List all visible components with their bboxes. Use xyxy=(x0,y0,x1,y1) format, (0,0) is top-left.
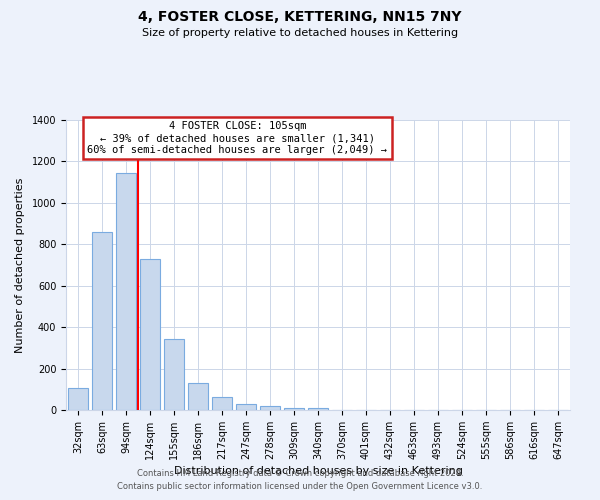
Bar xyxy=(188,383,208,410)
Bar xyxy=(164,338,184,410)
X-axis label: Distribution of detached houses by size in Kettering: Distribution of detached houses by size … xyxy=(173,466,463,476)
Y-axis label: Number of detached properties: Number of detached properties xyxy=(15,178,25,352)
Bar xyxy=(116,173,136,410)
Bar xyxy=(236,404,256,410)
Bar xyxy=(68,388,88,410)
Text: 4 FOSTER CLOSE: 105sqm
← 39% of detached houses are smaller (1,341)
60% of semi-: 4 FOSTER CLOSE: 105sqm ← 39% of detached… xyxy=(88,122,388,154)
Bar xyxy=(260,406,280,410)
Text: Contains HM Land Registry data © Crown copyright and database right 2024.: Contains HM Land Registry data © Crown c… xyxy=(137,468,463,477)
Bar xyxy=(308,408,328,410)
Bar xyxy=(284,408,304,410)
Text: Contains public sector information licensed under the Open Government Licence v3: Contains public sector information licen… xyxy=(118,482,482,491)
Text: 4, FOSTER CLOSE, KETTERING, NN15 7NY: 4, FOSTER CLOSE, KETTERING, NN15 7NY xyxy=(138,10,462,24)
Bar xyxy=(92,232,112,410)
Bar xyxy=(212,397,232,410)
Bar xyxy=(140,259,160,410)
Text: Size of property relative to detached houses in Kettering: Size of property relative to detached ho… xyxy=(142,28,458,38)
